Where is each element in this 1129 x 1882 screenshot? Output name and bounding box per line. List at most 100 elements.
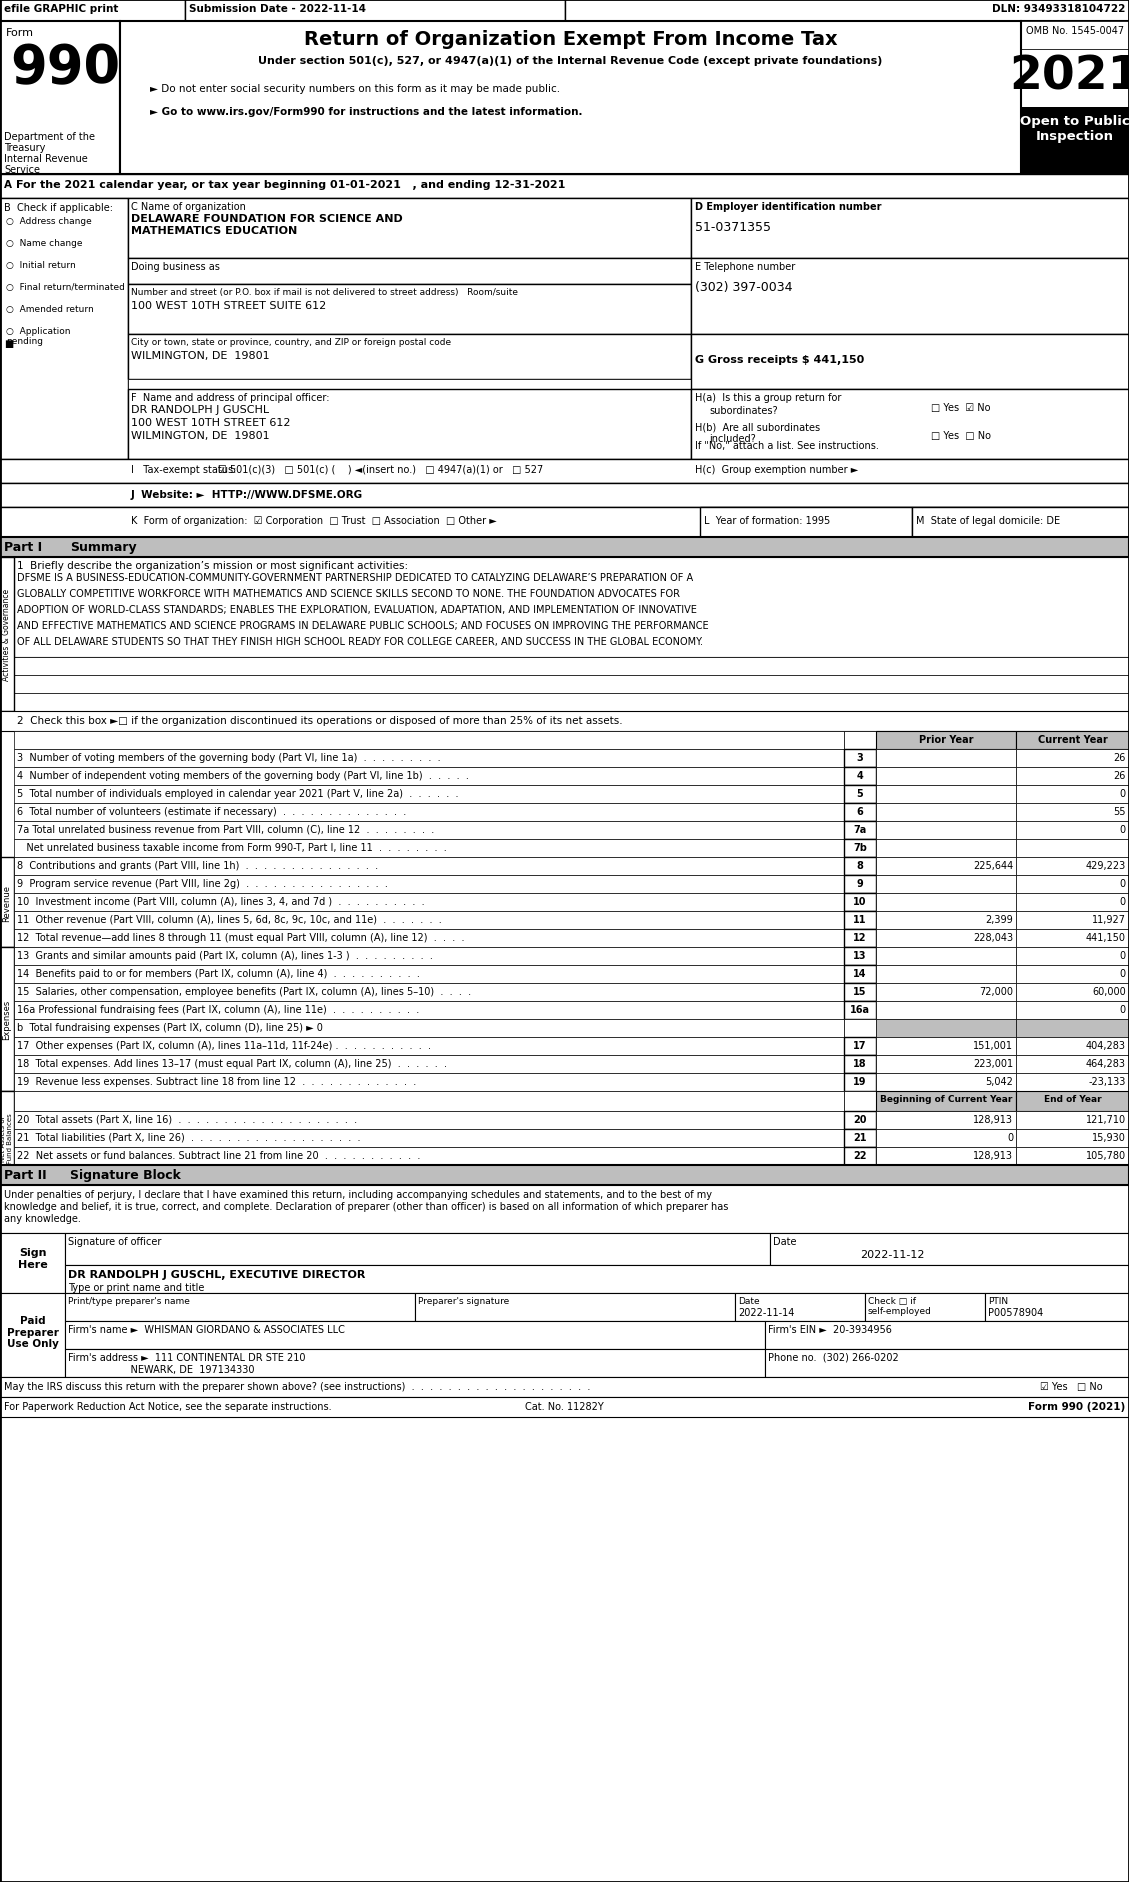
- Bar: [14, 1037, 844, 1056]
- Text: 2  Check this box ►□ if the organization discontinued its operations or disposed: 2 Check this box ►□ if the organization …: [17, 715, 622, 726]
- Text: 464,283: 464,283: [1086, 1058, 1126, 1069]
- Text: 0: 0: [1120, 950, 1126, 960]
- Bar: [14, 894, 844, 911]
- Bar: [65, 1349, 765, 1378]
- Text: 5,042: 5,042: [986, 1077, 1013, 1086]
- Text: Internal Revenue: Internal Revenue: [5, 154, 88, 164]
- Text: 11,927: 11,927: [1092, 915, 1126, 924]
- Text: Form: Form: [6, 28, 34, 38]
- Bar: [1016, 732, 1129, 749]
- Text: MATHEMATICS EDUCATION: MATHEMATICS EDUCATION: [131, 226, 297, 235]
- Text: Net unrelated business taxable income from Form 990-T, Part I, line 11  .  .  . : Net unrelated business taxable income fr…: [17, 843, 447, 853]
- Bar: [0, 1092, 14, 1165]
- Text: 404,283: 404,283: [1086, 1041, 1126, 1050]
- Bar: [0, 1378, 1129, 1396]
- Text: B  Check if applicable:: B Check if applicable:: [5, 203, 113, 213]
- Bar: [876, 1020, 1016, 1037]
- Text: Revenue: Revenue: [2, 885, 11, 920]
- Text: May the IRS discuss this return with the preparer shown above? (see instructions: May the IRS discuss this return with the…: [5, 1381, 590, 1391]
- Text: 13  Grants and similar amounts paid (Part IX, column (A), lines 1-3 )  .  .  .  : 13 Grants and similar amounts paid (Part…: [17, 950, 432, 960]
- Text: 2022-11-14: 2022-11-14: [738, 1308, 795, 1317]
- Bar: [14, 911, 844, 930]
- Text: 9: 9: [857, 879, 864, 888]
- Bar: [844, 1112, 876, 1129]
- Bar: [844, 839, 876, 858]
- Bar: [844, 1056, 876, 1073]
- Bar: [0, 711, 1129, 732]
- Bar: [876, 804, 1016, 822]
- Bar: [415, 1293, 735, 1321]
- Bar: [876, 1001, 1016, 1020]
- Bar: [0, 199, 128, 459]
- Bar: [14, 557, 1129, 657]
- Text: 2021: 2021: [1009, 55, 1129, 100]
- Bar: [876, 984, 1016, 1001]
- Bar: [844, 984, 876, 1001]
- Text: 26: 26: [1113, 753, 1126, 762]
- Text: Sign
Here: Sign Here: [18, 1248, 47, 1268]
- Bar: [1016, 984, 1129, 1001]
- Text: □ Yes  □ No: □ Yes □ No: [931, 431, 991, 440]
- Bar: [0, 538, 1129, 557]
- Bar: [14, 984, 844, 1001]
- Text: Cat. No. 11282Y: Cat. No. 11282Y: [525, 1402, 604, 1412]
- Text: 17  Other expenses (Part IX, column (A), lines 11a–11d, 11f-24e) .  .  .  .  .  : 17 Other expenses (Part IX, column (A), …: [17, 1041, 431, 1050]
- Text: K  Form of organization:  ☑ Corporation  □ Trust  □ Association  □ Other ►: K Form of organization: ☑ Corporation □ …: [131, 516, 497, 525]
- Bar: [844, 858, 876, 875]
- Text: 18  Total expenses. Add lines 13–17 (must equal Part IX, column (A), line 25)  .: 18 Total expenses. Add lines 13–17 (must…: [17, 1058, 447, 1069]
- Text: NEWARK, DE  197134330: NEWARK, DE 197134330: [68, 1364, 254, 1374]
- Bar: [14, 1092, 844, 1112]
- Text: For the 2021 calendar year, or tax year beginning 01-01-2021   , and ending 12-3: For the 2021 calendar year, or tax year …: [16, 181, 566, 190]
- Text: P00578904: P00578904: [988, 1308, 1043, 1317]
- Bar: [0, 1233, 65, 1293]
- Text: 0: 0: [1120, 879, 1126, 888]
- Bar: [1016, 965, 1129, 984]
- Bar: [1016, 858, 1129, 875]
- Bar: [1016, 947, 1129, 965]
- Text: ADOPTION OF WORLD-CLASS STANDARDS; ENABLES THE EXPLORATION, EVALUATION, ADAPTATI: ADOPTION OF WORLD-CLASS STANDARDS; ENABL…: [17, 604, 697, 615]
- Text: For Paperwork Reduction Act Notice, see the separate instructions.: For Paperwork Reduction Act Notice, see …: [5, 1402, 332, 1412]
- Bar: [844, 804, 876, 822]
- Text: Under section 501(c), 527, or 4947(a)(1) of the Internal Revenue Code (except pr: Under section 501(c), 527, or 4947(a)(1)…: [259, 56, 883, 66]
- Bar: [691, 260, 1129, 335]
- Bar: [876, 785, 1016, 804]
- Bar: [14, 749, 844, 768]
- Text: 20  Total assets (Part X, line 16)  .  .  .  .  .  .  .  .  .  .  .  .  .  .  . : 20 Total assets (Part X, line 16) . . . …: [17, 1114, 357, 1124]
- Bar: [0, 0, 1129, 23]
- Text: included?: included?: [709, 433, 755, 444]
- Bar: [876, 965, 1016, 984]
- Text: Submission Date - 2022-11-14: Submission Date - 2022-11-14: [189, 4, 366, 13]
- Text: H(c)  Group exemption number ►: H(c) Group exemption number ►: [695, 465, 858, 474]
- Bar: [14, 1020, 844, 1037]
- Text: Return of Organization Exempt From Income Tax: Return of Organization Exempt From Incom…: [304, 30, 838, 49]
- Bar: [876, 858, 1016, 875]
- Bar: [844, 875, 876, 894]
- Text: GLOBALLY COMPETITIVE WORKFORCE WITH MATHEMATICS AND SCIENCE SKILLS SECOND TO NON: GLOBALLY COMPETITIVE WORKFORCE WITH MATH…: [17, 589, 680, 598]
- Text: 9  Program service revenue (Part VIII, line 2g)  .  .  .  .  .  .  .  .  .  .  .: 9 Program service revenue (Part VIII, li…: [17, 879, 388, 888]
- Bar: [876, 1148, 1016, 1165]
- Text: PTIN: PTIN: [988, 1297, 1008, 1306]
- Bar: [765, 1321, 1129, 1349]
- Bar: [876, 875, 1016, 894]
- Bar: [65, 1293, 415, 1321]
- Bar: [14, 676, 1129, 694]
- Text: 60,000: 60,000: [1092, 986, 1126, 996]
- Bar: [14, 1056, 844, 1073]
- Text: 3  Number of voting members of the governing body (Part VI, line 1a)  .  .  .  .: 3 Number of voting members of the govern…: [17, 753, 440, 762]
- Bar: [1016, 839, 1129, 858]
- Bar: [1016, 911, 1129, 930]
- Text: Phone no.  (302) 266-0202: Phone no. (302) 266-0202: [768, 1353, 899, 1363]
- Text: City or town, state or province, country, and ZIP or foreign postal code: City or town, state or province, country…: [131, 339, 452, 346]
- Text: 13: 13: [854, 950, 867, 960]
- Text: 151,001: 151,001: [973, 1041, 1013, 1050]
- Bar: [14, 732, 844, 749]
- Bar: [14, 1073, 844, 1092]
- Bar: [876, 839, 1016, 858]
- Text: C Name of organization: C Name of organization: [131, 201, 246, 213]
- Bar: [0, 858, 14, 947]
- Text: 121,710: 121,710: [1086, 1114, 1126, 1124]
- Bar: [0, 0, 185, 23]
- Text: 128,913: 128,913: [973, 1150, 1013, 1161]
- Bar: [844, 1092, 876, 1112]
- Text: ■: ■: [5, 339, 14, 348]
